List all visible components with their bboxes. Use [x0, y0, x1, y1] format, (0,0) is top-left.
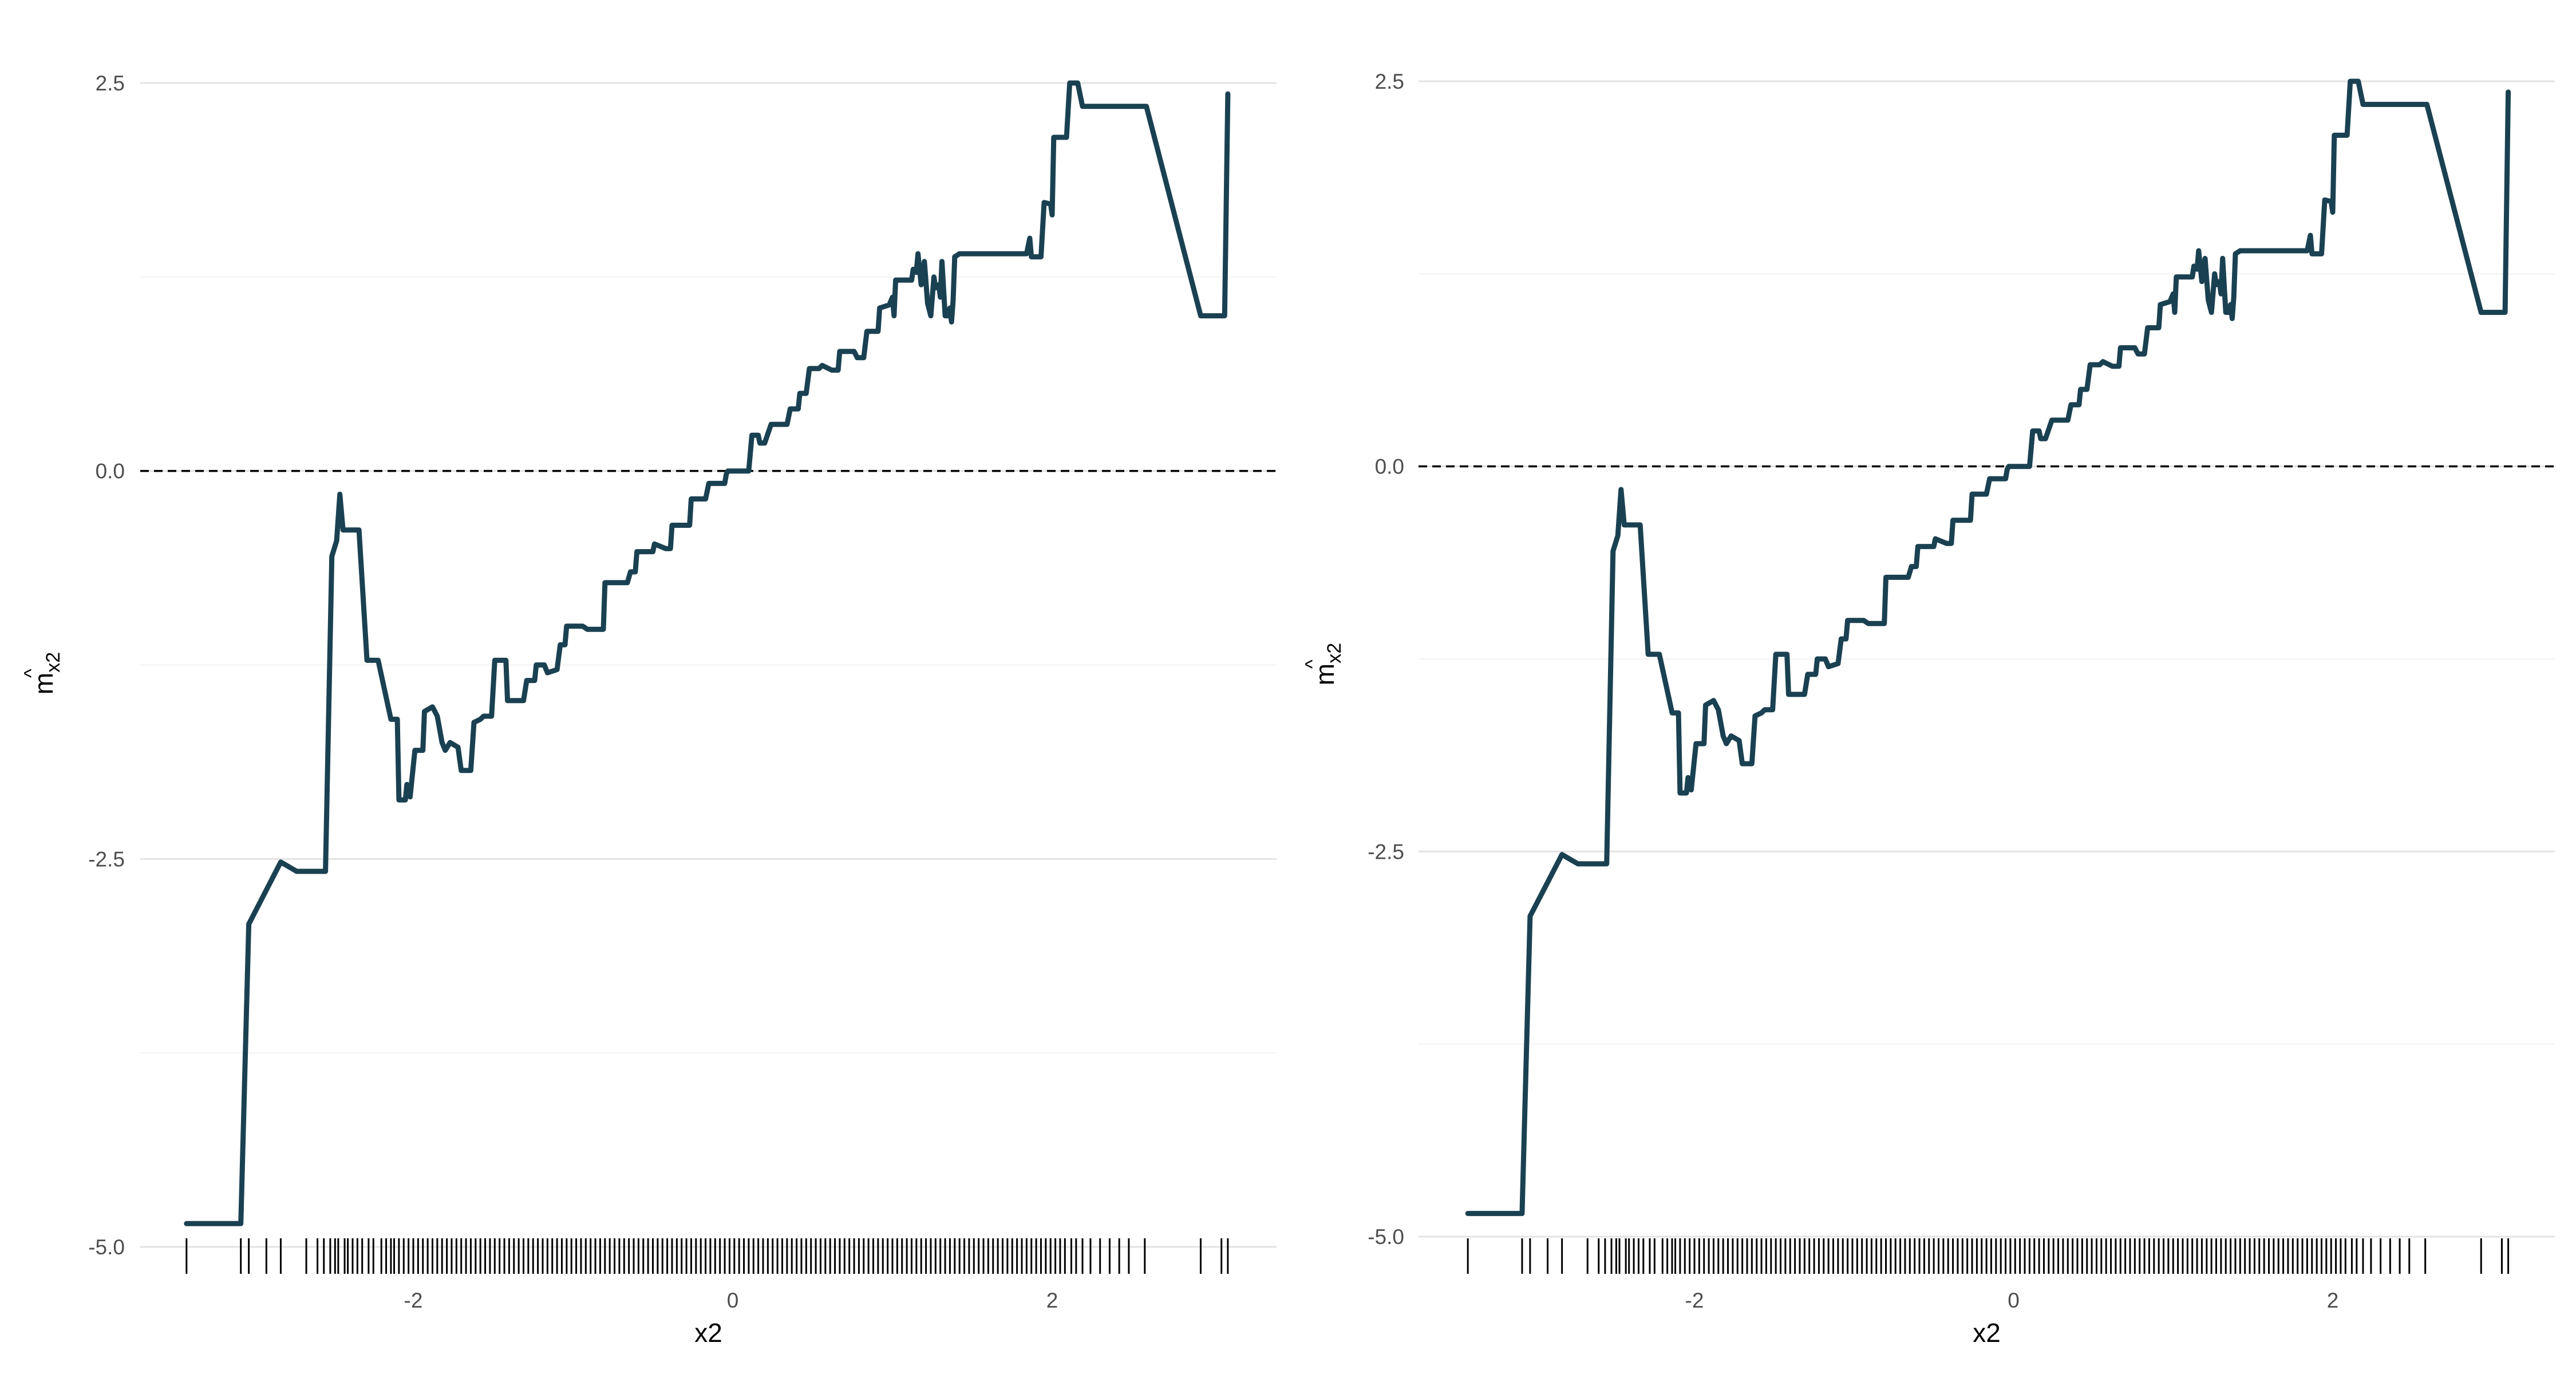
x-axis-title: x2 [694, 1318, 722, 1348]
y-axis-title-subscript: x2 [42, 652, 64, 673]
x-tick-label: 0 [2008, 1289, 2020, 1312]
x-tick-label: 2 [2327, 1289, 2339, 1312]
x-tick-label: -2 [404, 1289, 423, 1312]
y-tick-label: -2.5 [1368, 840, 1404, 863]
panel-right: -5.0-2.50.02.5-2 0 2x2^mx2 [1302, 70, 2555, 1348]
series-line-m_hat_x2 [184, 80, 1231, 1226]
x-tick-label: -2 [1685, 1289, 1704, 1312]
y-tick-label: 0.0 [96, 460, 125, 483]
y-tick-label: -5.0 [88, 1235, 125, 1259]
y-axis-title-hat: ^ [1302, 660, 1323, 669]
y-axis-title: ^mx2 [21, 652, 64, 694]
x-axis-title: x2 [1973, 1318, 2001, 1348]
rug-marks [1467, 1238, 2510, 1274]
y-tick-label: 2.5 [1375, 70, 1404, 93]
series-line-m_hat_x2 [1465, 78, 2511, 1217]
y-axis-title-base: m [1310, 664, 1340, 685]
y-axis-title-subscript: x2 [1323, 643, 1345, 664]
x-tick-label: 0 [727, 1289, 739, 1312]
y-axis-title: ^mx2 [1302, 643, 1345, 685]
y-axis-title-base: m [29, 673, 58, 694]
panel-left: -5.0-2.50.02.5-2 0 2x2^mx2 [21, 72, 1277, 1348]
y-tick-label: 0.0 [1375, 455, 1404, 479]
y-tick-label: -2.5 [88, 847, 125, 871]
y-tick-label: -5.0 [1368, 1225, 1404, 1249]
y-axis-title-hat: ^ [21, 669, 42, 678]
rug-marks [185, 1238, 1229, 1274]
x-tick-label: 2 [1046, 1289, 1058, 1312]
y-tick-label: 2.5 [96, 72, 125, 95]
